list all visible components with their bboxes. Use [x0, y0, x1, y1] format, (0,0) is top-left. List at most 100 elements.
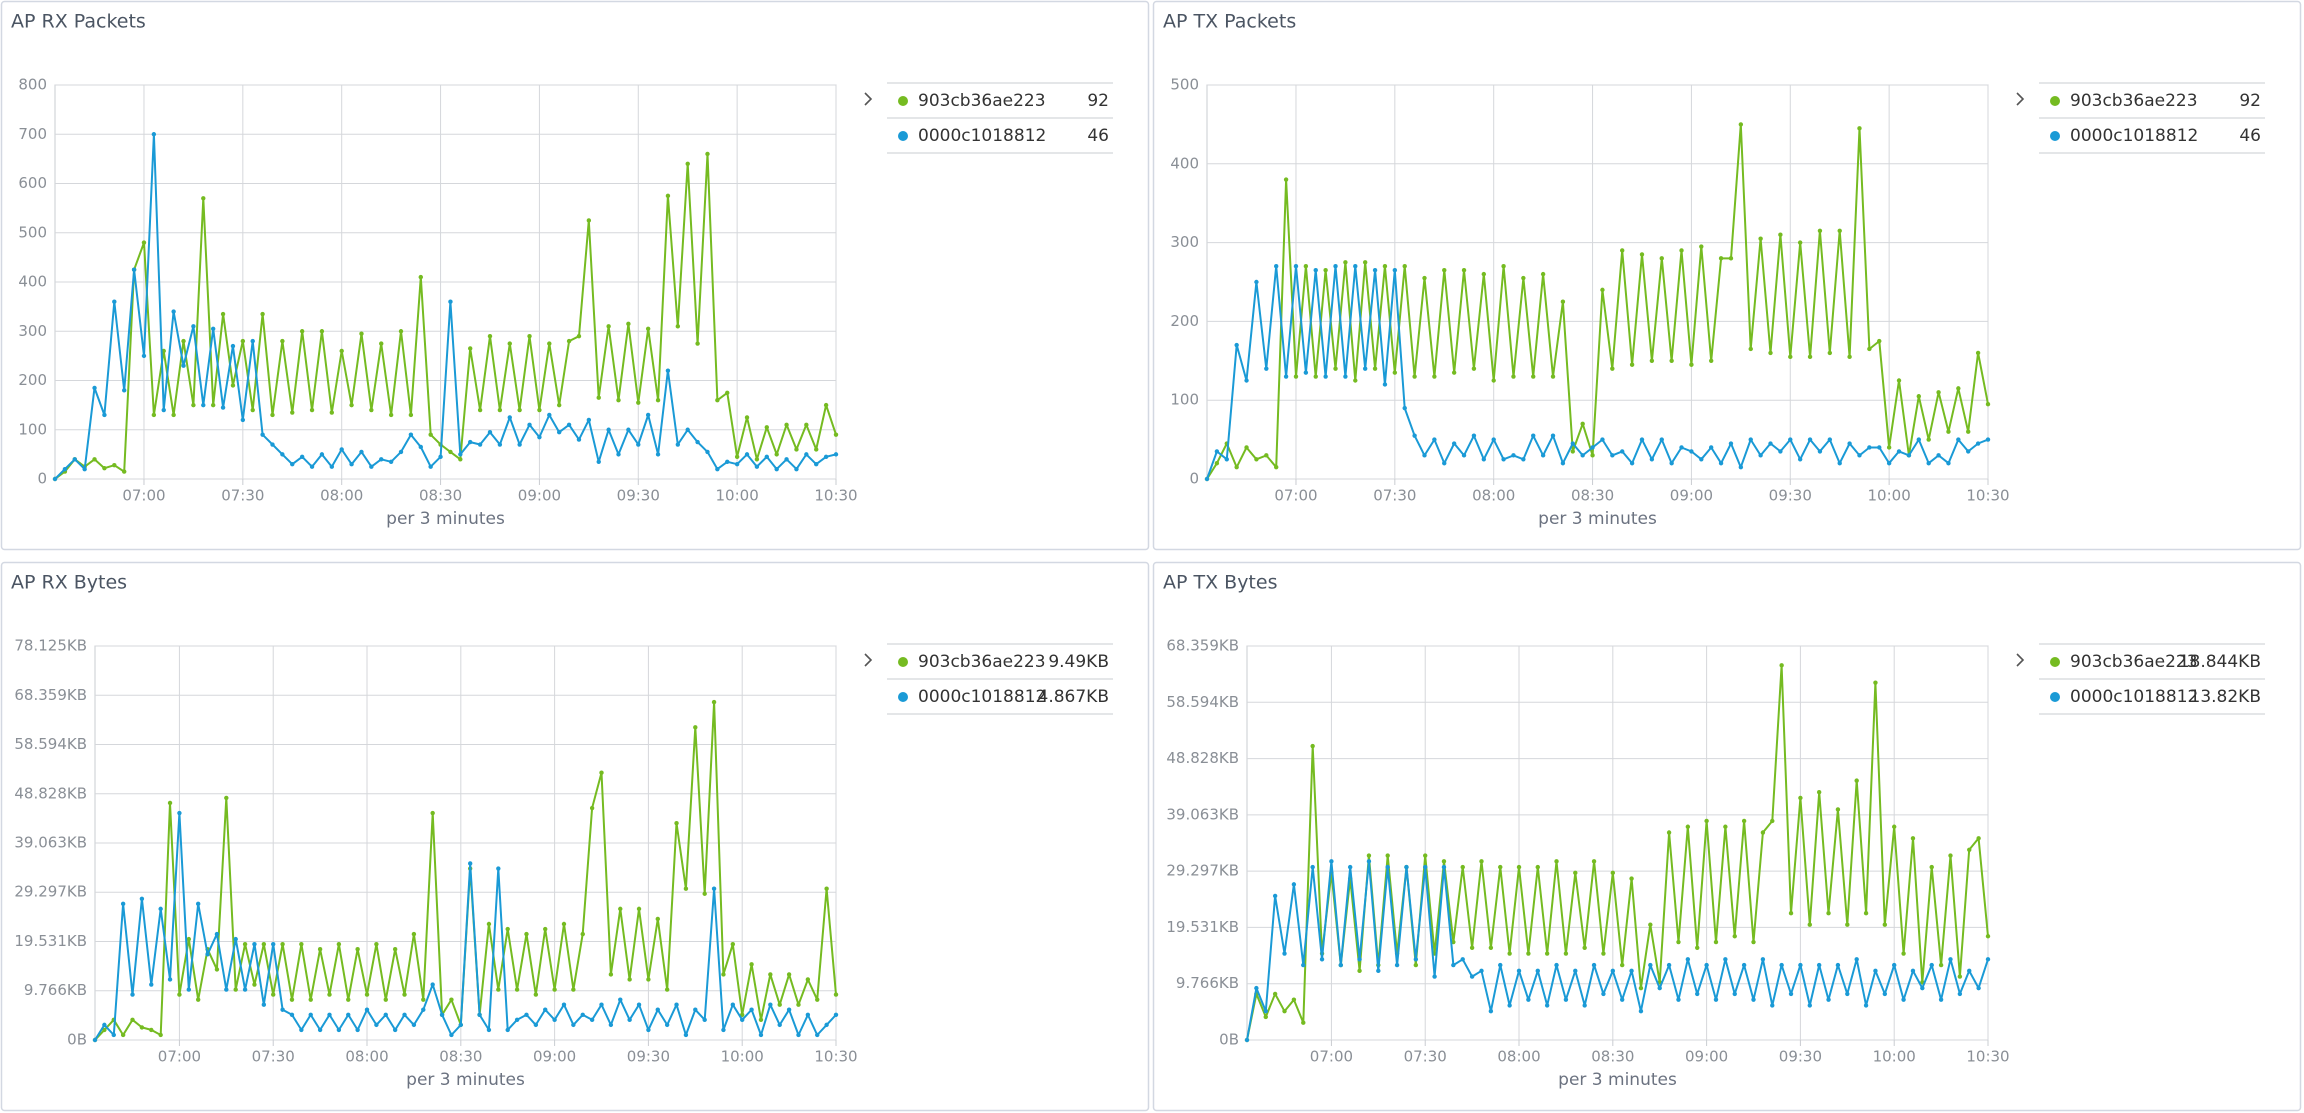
data-point: [796, 1032, 801, 1038]
data-point: [805, 1012, 811, 1017]
data-point: [280, 338, 285, 344]
series-line: [1206, 265, 1989, 480]
legend-toggle[interactable]: [864, 653, 873, 667]
data-point: [1985, 401, 1991, 407]
data-point: [1413, 962, 1419, 968]
y-tick-label: 48.828KB: [1166, 749, 1239, 767]
x-tick-label: 09:30: [617, 487, 660, 505]
data-point: [1956, 386, 1961, 391]
data-point: [1835, 807, 1841, 812]
legend-name[interactable]: 903cb36ae223: [918, 652, 1046, 672]
legend-name[interactable]: 0000c1018812: [2070, 687, 2198, 707]
data-point: [1323, 374, 1328, 379]
data-point: [1451, 962, 1456, 968]
data-point: [317, 1027, 323, 1033]
data-point: [1779, 962, 1784, 968]
series-line: [1246, 860, 1989, 1041]
data-point: [1758, 236, 1763, 241]
data-point: [250, 338, 255, 344]
data-point: [181, 338, 186, 344]
data-point: [1471, 433, 1477, 438]
data-point: [1857, 453, 1862, 458]
data-point: [1770, 1003, 1775, 1008]
data-point: [1788, 991, 1794, 997]
data-point: [167, 800, 173, 806]
panel: AP TX Packets 0 100 200 300 400 500 07:00 07:30 0…: [1152, 0, 2302, 551]
data-point: [230, 383, 236, 388]
data-point: [1501, 264, 1506, 269]
x-tick-label: 10:30: [1966, 487, 2009, 505]
legend-value: 46: [2239, 126, 2261, 146]
data-point: [210, 326, 216, 331]
data-point: [388, 412, 394, 418]
data-point: [392, 947, 398, 952]
data-point: [1610, 366, 1615, 371]
y-tick-label: 800: [18, 76, 47, 94]
x-tick-label: 09:00: [1670, 487, 1713, 505]
data-point: [319, 452, 325, 457]
data-point: [224, 795, 229, 801]
legend-name[interactable]: 903cb36ae223: [2070, 652, 2198, 672]
data-point: [1580, 421, 1585, 427]
legend-marker: [898, 96, 908, 106]
data-point: [1676, 997, 1681, 1002]
legend-name[interactable]: 0000c1018812: [918, 687, 1046, 707]
data-point: [1224, 457, 1229, 462]
x-tick-label: 08:00: [320, 487, 363, 505]
legend-name[interactable]: 903cb36ae223: [918, 91, 1046, 111]
data-point: [398, 449, 404, 455]
data-point: [1967, 968, 1972, 974]
data-point: [589, 1017, 595, 1023]
data-point: [561, 921, 567, 927]
data-point: [744, 415, 750, 420]
data-point: [705, 449, 710, 455]
data-point: [1402, 405, 1407, 411]
data-point: [1461, 453, 1467, 458]
data-point: [1498, 864, 1503, 870]
data-point: [823, 454, 829, 460]
data-point: [260, 432, 265, 437]
data-point: [1323, 267, 1328, 273]
data-point: [815, 997, 820, 1002]
data-point: [606, 427, 611, 432]
data-point: [120, 901, 126, 907]
data-point: [260, 311, 265, 317]
data-point: [533, 992, 539, 997]
legend-marker: [898, 692, 908, 702]
data-point: [1540, 271, 1546, 277]
legend-name[interactable]: 0000c1018812: [2070, 126, 2198, 146]
data-point: [1422, 453, 1427, 458]
data-point: [1333, 366, 1338, 371]
data-point: [1639, 437, 1645, 442]
legend-name[interactable]: 0000c1018812: [918, 126, 1046, 146]
data-point: [1847, 441, 1852, 446]
data-point: [299, 329, 305, 334]
data-point: [240, 417, 246, 423]
legend-toggle[interactable]: [864, 92, 873, 106]
legend-toggle[interactable]: [2016, 653, 2025, 667]
data-point: [369, 464, 374, 469]
data-point: [299, 1027, 304, 1033]
series-line: [54, 153, 837, 480]
data-point: [1877, 445, 1882, 450]
legend-name[interactable]: 903cb36ae223: [2070, 91, 2198, 111]
data-point: [1343, 374, 1348, 379]
data-point: [1488, 1008, 1494, 1014]
data-point: [1638, 1008, 1644, 1014]
y-tick-label: 600: [18, 174, 47, 192]
data-point: [784, 422, 789, 428]
data-point: [1274, 464, 1279, 470]
y-tick-label: 58.594KB: [14, 735, 87, 753]
data-point: [214, 931, 220, 937]
data-point: [796, 1002, 801, 1007]
legend-toggle[interactable]: [2016, 92, 2025, 106]
data-point: [62, 466, 68, 472]
data-point: [675, 324, 681, 329]
data-point: [1362, 366, 1368, 371]
data-point: [1441, 859, 1447, 864]
data-point: [398, 329, 404, 334]
panel: AP RX Bytes 0B 9.766KB 19.531KB 29.297KB 39.0…: [0, 561, 1150, 1112]
data-point: [1600, 437, 1605, 442]
data-point: [120, 1032, 126, 1038]
data-point: [1863, 1003, 1869, 1008]
